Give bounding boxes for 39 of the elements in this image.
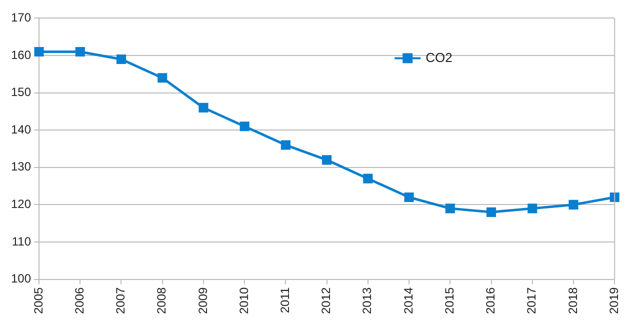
x-tick-label: 2013	[360, 286, 374, 314]
x-tick-label: 2005	[31, 286, 46, 314]
y-tick-label: 150	[10, 85, 32, 100]
x-tick-label: 2010	[236, 286, 251, 314]
y-tick-label: 160	[10, 48, 32, 62]
point	[568, 200, 578, 210]
point	[404, 192, 414, 202]
point	[198, 102, 208, 113]
x-tick-label: 2007	[114, 286, 128, 314]
y-tick-label: 170	[10, 10, 32, 25]
point	[34, 46, 44, 57]
x-tick-label: 2009	[196, 286, 210, 314]
x-tick-label: 2008	[154, 286, 169, 314]
point	[75, 46, 85, 57]
point	[528, 204, 538, 214]
x-tick-label: 2017	[524, 286, 539, 314]
y-tick-label: 130	[10, 160, 32, 174]
legend-label: CO2	[426, 50, 452, 65]
point	[610, 192, 620, 202]
x-tick-label: 2006	[72, 286, 86, 314]
point	[486, 207, 496, 217]
point	[445, 204, 455, 214]
x-tick-label: 2015	[442, 286, 456, 314]
y-tick-label: 110	[12, 234, 32, 248]
point	[363, 174, 373, 184]
x-tick-label: 2016	[484, 286, 498, 314]
point	[322, 155, 332, 165]
x-tick-label: 2019	[606, 286, 621, 314]
x-tick-label: 2011	[278, 286, 292, 314]
x-tick-label: 2018	[566, 286, 580, 314]
x-tick-label: 2012	[319, 286, 334, 314]
point	[116, 54, 126, 64]
y-tick-label: 140	[10, 122, 32, 136]
x-tick-label: 2014	[401, 286, 416, 314]
point	[240, 122, 250, 132]
point	[280, 140, 290, 150]
y-tick-label: 120	[10, 197, 32, 212]
y-tick-label: 100	[10, 272, 32, 286]
point	[158, 73, 168, 83]
